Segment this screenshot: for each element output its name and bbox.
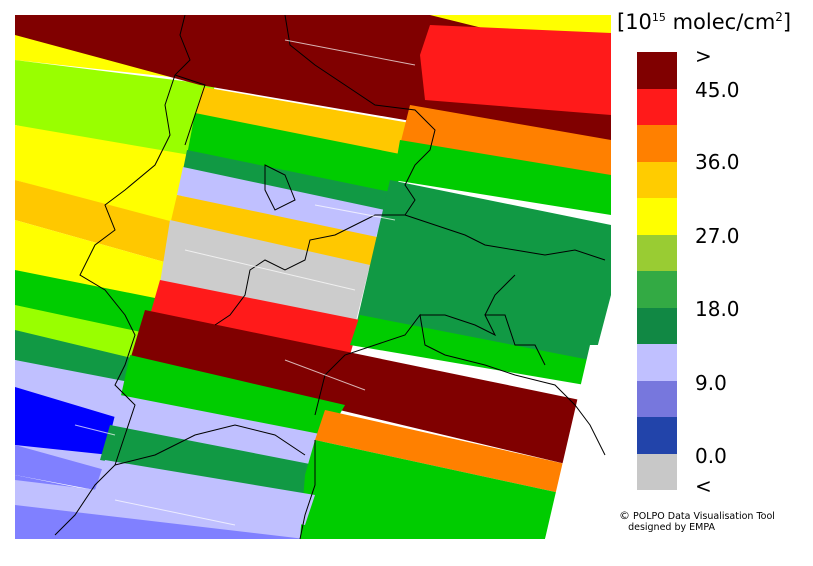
swath-red-top — [420, 25, 611, 115]
swath-darkgreen-c — [183, 150, 405, 215]
credit-line-1: POLPO Data Visualisation Tool — [633, 511, 775, 522]
unit-square: 2 — [775, 10, 783, 24]
swath-white-corner — [545, 345, 611, 539]
swath-gold-c2 — [170, 195, 377, 270]
swath-darkred-mid — [130, 310, 580, 465]
credit-line-2: designed by EMPA — [628, 522, 715, 533]
swath-seams — [74, 39, 416, 526]
legend-color-swatch — [637, 380, 677, 417]
legend-color-swatch — [637, 161, 677, 198]
unit-text: molec/cm — [665, 10, 776, 34]
swath-green-mid — [350, 315, 590, 385]
swath-lavender-bottom-r — [95, 460, 315, 525]
swath-lime — [15, 60, 215, 165]
legend-label: > — [695, 44, 712, 68]
legend-label: 18.0 — [695, 297, 740, 321]
swath-lavender-lower — [110, 395, 325, 465]
swath-gold-center — [195, 87, 410, 160]
pixel-swath-layer — [15, 15, 611, 539]
legend-color-swatch — [637, 234, 677, 271]
swath-gold-left — [15, 180, 185, 265]
legend-color-swatch — [637, 271, 677, 308]
legend-color-swatch — [637, 453, 677, 490]
credit-text: © POLPO Data Visualisation Tool designed… — [619, 510, 775, 533]
swath-green-center — [187, 113, 405, 195]
legend-label: 45.0 — [695, 78, 740, 102]
swath-lavender-c — [177, 167, 385, 240]
swath-orange-lower — [315, 410, 570, 493]
legend-color-swatch — [637, 198, 677, 235]
legend-color-swatch — [637, 125, 677, 162]
unit-prefix: [10 — [617, 10, 652, 34]
swath-red-mid — [150, 280, 360, 355]
copyright-symbol: © — [619, 509, 630, 522]
swath-yellow-low — [15, 220, 175, 305]
swath-darkgreen-east — [355, 180, 611, 375]
legend-label: 9.0 — [695, 371, 727, 395]
swath-green-right — [393, 140, 611, 215]
satellite-map — [15, 15, 611, 539]
swath-green-bottom — [300, 440, 560, 539]
swath-yellow-mid — [15, 125, 190, 225]
legend-label: 27.0 — [695, 224, 740, 248]
swath-green-left — [15, 270, 165, 345]
unit-exponent: 15 — [651, 11, 666, 24]
legend-label: < — [695, 474, 712, 498]
swath-periwinkle-1 — [15, 445, 105, 490]
swath-lime-low — [15, 305, 155, 365]
swath-green-lower — [120, 355, 345, 440]
legend-color-swatch — [637, 344, 677, 381]
country-borders — [54, 15, 606, 539]
swath-darkgreen-left — [15, 330, 140, 390]
legend-color-swatch — [637, 88, 677, 125]
unit-suffix: ] — [782, 10, 792, 34]
color-legend-bar — [637, 52, 677, 490]
swath-grey — [160, 220, 370, 325]
swath-darkgreen-lower — [100, 425, 315, 495]
legend-label: 0.0 — [695, 444, 727, 468]
legend-label: 36.0 — [695, 150, 740, 174]
legend-color-swatch — [637, 52, 677, 89]
swath-orange-right — [400, 105, 611, 180]
legend-color-swatch — [637, 307, 677, 344]
legend-unit-title: [1015 molec/cm2] — [617, 10, 791, 34]
legend-color-swatch — [637, 417, 677, 454]
